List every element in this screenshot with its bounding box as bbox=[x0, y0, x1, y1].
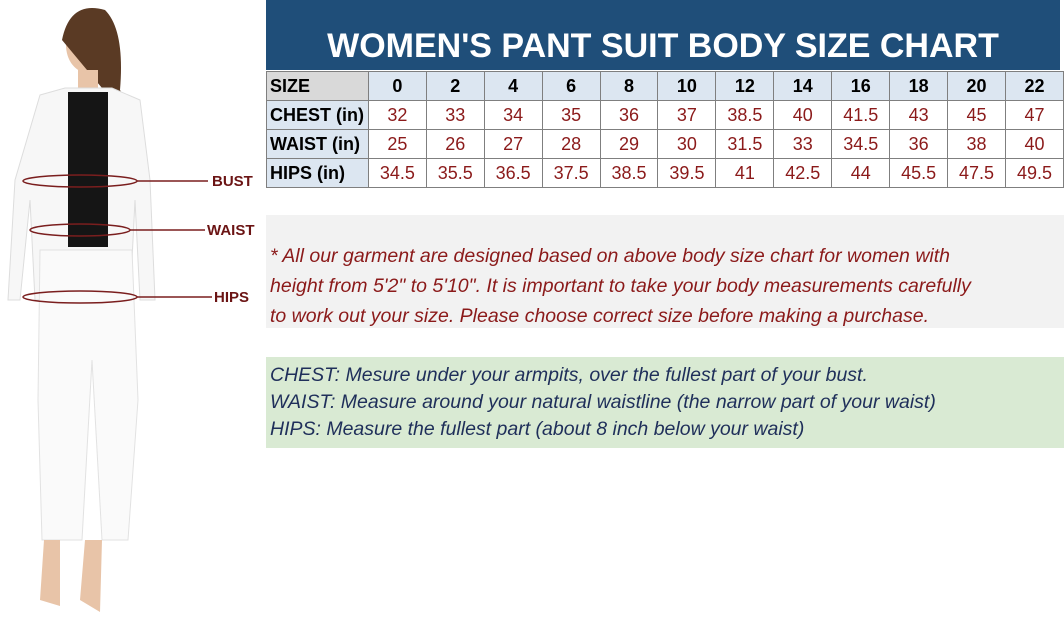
row-label: WAIST (in) bbox=[266, 129, 369, 159]
cell: 28 bbox=[541, 129, 601, 159]
cell: 42.5 bbox=[773, 158, 833, 188]
definition-line: WAIST: Measure around your natural waist… bbox=[270, 391, 936, 413]
cell: 43 bbox=[889, 100, 949, 130]
cell: 31.5 bbox=[715, 129, 775, 159]
header-cell: 6 bbox=[541, 71, 601, 101]
cell: 41.5 bbox=[831, 100, 891, 130]
header-cell: 10 bbox=[657, 71, 717, 101]
cell: 49.5 bbox=[1005, 158, 1064, 188]
cell: 32 bbox=[367, 100, 427, 130]
definition-line: CHEST: Mesure under your armpits, over t… bbox=[270, 364, 868, 386]
header-cell: 20 bbox=[947, 71, 1007, 101]
cell: 34.5 bbox=[831, 129, 891, 159]
cell: 36.5 bbox=[483, 158, 543, 188]
cell: 40 bbox=[1005, 129, 1064, 159]
header-cell: 16 bbox=[831, 71, 891, 101]
cell: 35.5 bbox=[425, 158, 485, 188]
header-cell: 14 bbox=[773, 71, 833, 101]
model-figure bbox=[7, 8, 212, 612]
definitions: CHEST: Mesure under your armpits, over t… bbox=[266, 357, 1064, 448]
cell: 30 bbox=[657, 129, 717, 159]
cell: 36 bbox=[599, 100, 659, 130]
cell: 37 bbox=[657, 100, 717, 130]
cell: 44 bbox=[831, 158, 891, 188]
cell: 33 bbox=[773, 129, 833, 159]
title: WOMEN'S PANT SUIT BODY SIZE CHART bbox=[266, 0, 1060, 70]
cell: 34.5 bbox=[367, 158, 427, 188]
definition-line: HIPS: Measure the fullest part (about 8 … bbox=[270, 418, 805, 440]
cell: 26 bbox=[425, 129, 485, 159]
cell: 45.5 bbox=[889, 158, 949, 188]
cell: 29 bbox=[599, 129, 659, 159]
header-cell: SIZE bbox=[266, 71, 369, 101]
header-cell: 18 bbox=[889, 71, 949, 101]
cell: 40 bbox=[773, 100, 833, 130]
cell: 45 bbox=[947, 100, 1007, 130]
header-cell: 8 bbox=[599, 71, 659, 101]
table-row: HIPS (in) 34.5 35.5 36.5 37.5 38.5 39.5 41 42.5 4… bbox=[266, 158, 1064, 188]
row-label: CHEST (in) bbox=[266, 100, 369, 130]
header-cell: 4 bbox=[483, 71, 543, 101]
cell: 27 bbox=[483, 129, 543, 159]
cell: 38.5 bbox=[599, 158, 659, 188]
cell: 39.5 bbox=[657, 158, 717, 188]
header-cell: 0 bbox=[367, 71, 427, 101]
table-row: WAIST (in) 25 26 27 28 29 30 31.5 33 34.5 36 38 40 bbox=[266, 129, 1064, 159]
cell: 41 bbox=[715, 158, 775, 188]
header-row: SIZE 0 2 4 6 8 10 12 14 16 18 20 22 bbox=[266, 71, 1064, 101]
size-table: SIZE 0 2 4 6 8 10 12 14 16 18 20 22 CHEST (in) 32 33 34 3… bbox=[266, 71, 1064, 188]
row-label: HIPS (in) bbox=[266, 158, 369, 188]
note-line: to work out your size. Please choose cor… bbox=[270, 305, 929, 327]
cell: 25 bbox=[367, 129, 427, 159]
note-line: * All our garment are designed based on … bbox=[270, 245, 950, 267]
figure-label: WAIST bbox=[207, 222, 255, 239]
cell: 37.5 bbox=[541, 158, 601, 188]
cell: 35 bbox=[541, 100, 601, 130]
cell: 34 bbox=[483, 100, 543, 130]
figure-label: HIPS bbox=[214, 289, 250, 306]
table-row: CHEST (in) 32 33 34 35 36 37 38.5 40 41.5 43 45 47 bbox=[266, 100, 1064, 130]
cell: 38 bbox=[947, 129, 1007, 159]
header-cell: 22 bbox=[1005, 71, 1064, 101]
note-line: height from 5'2" to 5'10". It is importa… bbox=[270, 275, 971, 297]
cell: 36 bbox=[889, 129, 949, 159]
header-cell: 12 bbox=[715, 71, 775, 101]
figure-label: BUST bbox=[212, 173, 253, 190]
header-cell: 2 bbox=[425, 71, 485, 101]
cell: 47.5 bbox=[947, 158, 1007, 188]
note: * All our garment are designed based on … bbox=[266, 215, 1064, 328]
cell: 38.5 bbox=[715, 100, 775, 130]
cell: 33 bbox=[425, 100, 485, 130]
cell: 47 bbox=[1005, 100, 1064, 130]
